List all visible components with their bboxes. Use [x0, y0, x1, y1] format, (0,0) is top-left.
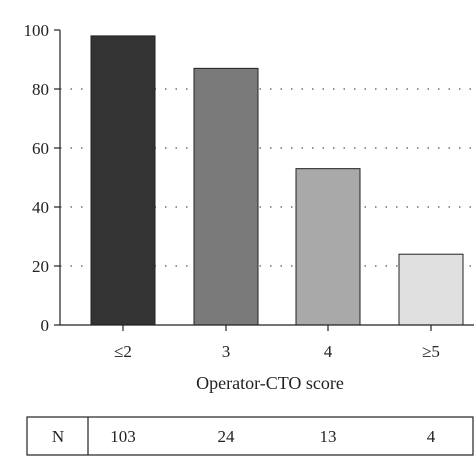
n-value: 13	[320, 427, 337, 446]
y-tick-label: 60	[32, 139, 49, 158]
n-label: N	[52, 427, 64, 446]
n-value: 24	[218, 427, 236, 446]
n-table: N 103 24 13 4	[26, 416, 474, 456]
y-tick-label: 80	[32, 80, 49, 99]
x-axis-title: Operator-CTO score	[196, 373, 344, 393]
x-tick-label: ≥5	[422, 342, 440, 361]
bar	[295, 168, 361, 326]
n-value: 103	[110, 427, 136, 446]
bar	[398, 253, 464, 326]
x-tick-label: ≤2	[114, 342, 132, 361]
x-tick-label: 3	[222, 342, 231, 361]
y-tick-label: 0	[41, 316, 50, 335]
y-tick-label: 100	[24, 21, 50, 40]
y-ticks: 0 20 40 60 80 100	[24, 21, 60, 335]
bar	[90, 35, 156, 326]
y-tick-label: 20	[32, 257, 49, 276]
x-ticks: ≤2 3 4 ≥5	[114, 325, 440, 361]
x-tick-label: 4	[324, 342, 333, 361]
n-value: 4	[427, 427, 436, 446]
axes	[59, 30, 474, 326]
bar	[193, 67, 259, 326]
y-tick-label: 40	[32, 198, 49, 217]
n-values: 103 24 13 4	[110, 427, 436, 446]
bars	[90, 35, 464, 326]
n-table-border	[26, 416, 474, 456]
